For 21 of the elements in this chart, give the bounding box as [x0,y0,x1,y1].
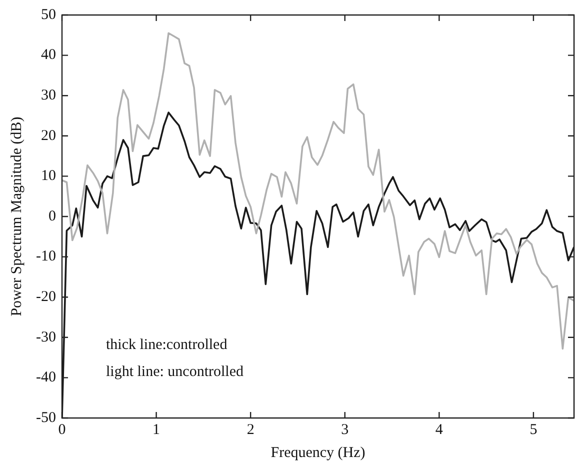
x-axis-title: Frequency (Hz) [270,444,366,461]
x-tick-label: 4 [435,422,444,438]
y-tick-label: -10 [36,248,56,265]
y-tick-label: -20 [36,289,56,306]
y-tick-label: 20 [40,128,56,144]
x-tick-label: 0 [58,422,66,438]
y-tick-label: -50 [36,410,56,426]
y-axis-title: Power Spectrum Magnitude (dB) [8,116,25,316]
y-tick-label: 0 [48,208,56,224]
y-tick-label: 50 [40,6,56,23]
annotation: thick line:controlled [106,336,228,353]
y-tick-label: 10 [40,168,56,184]
x-tick-label: 1 [152,422,160,438]
x-tick-label: 2 [246,422,254,438]
y-tick-label: 40 [40,47,56,64]
annotation: light line: uncontrolled [106,364,244,380]
y-tick-label: 30 [40,88,56,104]
y-tick-label: -30 [36,329,56,346]
x-tick-label: 3 [341,422,349,438]
x-tick-label: 5 [530,422,538,438]
y-tick-label: -40 [36,370,56,386]
